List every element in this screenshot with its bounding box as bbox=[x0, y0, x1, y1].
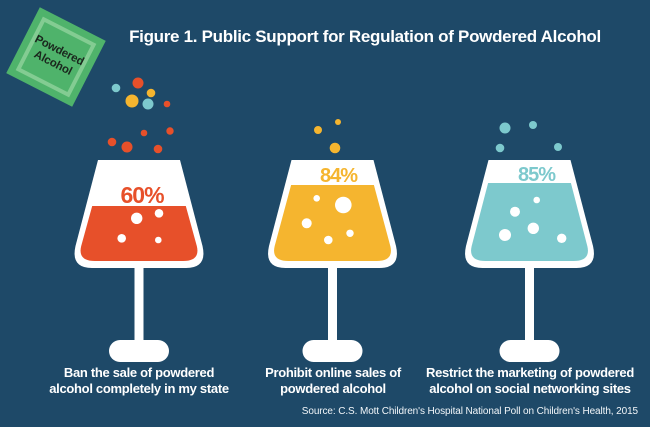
glass-stem bbox=[328, 260, 337, 342]
liquid-bubbles bbox=[499, 196, 567, 243]
glass-label-prohibit-online-sales: Prohibit online sales of powdered alcoho… bbox=[208, 365, 458, 397]
glass-restrict-marketing: 85% bbox=[465, 160, 594, 362]
glass-base bbox=[302, 340, 363, 362]
source-attribution: Source: C.S. Mott Children's Hospital Na… bbox=[301, 406, 638, 417]
glass-base bbox=[109, 340, 169, 362]
glass-stem bbox=[134, 260, 144, 342]
glass-liquid bbox=[274, 185, 391, 261]
glass-percentage: 60% bbox=[120, 182, 164, 208]
falling-powder-dots-middle bbox=[314, 119, 341, 154]
liquid-bubbles bbox=[117, 209, 164, 244]
liquid-bubbles bbox=[301, 195, 354, 245]
glass-label-restrict-marketing: Restrict the marketing of powdered alcoh… bbox=[405, 365, 650, 397]
figure-title: Figure 1. Public Support for Regulation … bbox=[129, 27, 601, 46]
label-line: Restrict the marketing of powdered bbox=[426, 365, 634, 380]
glass-percentage: 85% bbox=[518, 164, 556, 186]
label-line: alcohol on social networking sites bbox=[429, 381, 631, 396]
glass-ban-sale: 60% bbox=[74, 160, 204, 362]
label-line: alcohol completely in my state bbox=[49, 381, 229, 396]
label-line: Ban the sale of powdered bbox=[63, 365, 215, 380]
falling-powder-dots-right bbox=[495, 121, 562, 153]
falling-powder-dots-left bbox=[107, 77, 174, 154]
glass-liquid bbox=[80, 206, 198, 261]
glass-prohibit-online-sales: 84% bbox=[268, 160, 397, 362]
glass-label-ban-sale: Ban the sale of powdered alcohol complet… bbox=[14, 365, 264, 397]
glass-liquid bbox=[471, 183, 588, 261]
glass-percentage: 84% bbox=[320, 165, 358, 187]
glass-base bbox=[499, 340, 560, 362]
label-line: Prohibit online sales of bbox=[265, 365, 401, 380]
glass-stem bbox=[525, 260, 534, 342]
label-line: powdered alcohol bbox=[280, 381, 386, 396]
